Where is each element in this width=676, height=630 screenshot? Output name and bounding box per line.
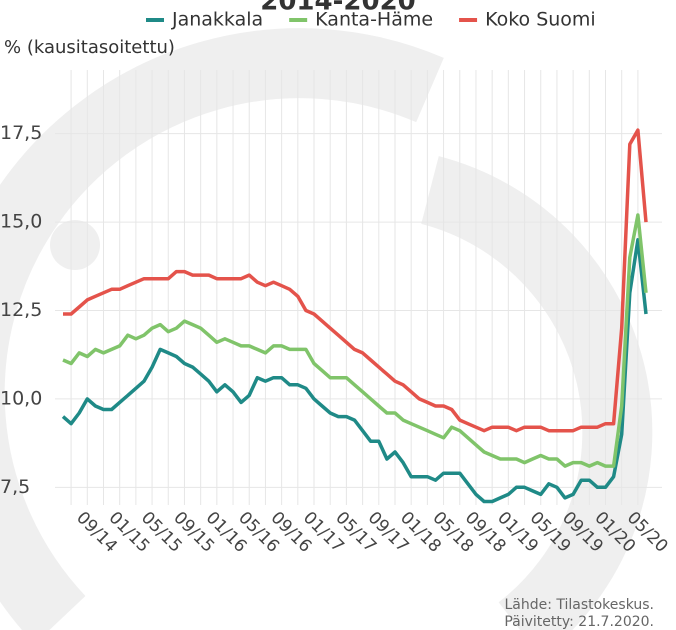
y-tick-label: 10,0 [0,387,42,409]
legend-label: Janakkala [171,9,263,31]
y-tick-label: 17,5 [0,122,42,144]
chart: 2014-2020 % (kausitasoitettu) Lähde: Til… [0,0,676,630]
y-axis-label: % (kausitasoitettu) [4,37,175,58]
legend-label: Koko Suomi [485,9,596,31]
legend-label: Kanta-Häme [315,9,433,31]
y-tick-label: 15,0 [0,211,42,233]
y-tick-label: 12,5 [0,299,42,321]
watermark-dot [50,220,100,270]
source: Lähde: Tilastokeskus. [504,597,654,613]
legend: Janakkala Kanta-Häme Koko Suomi [146,9,596,31]
updated: Päivitetty: 21.7.2020. [504,614,654,630]
y-tick-label: 7,5 [0,476,30,498]
